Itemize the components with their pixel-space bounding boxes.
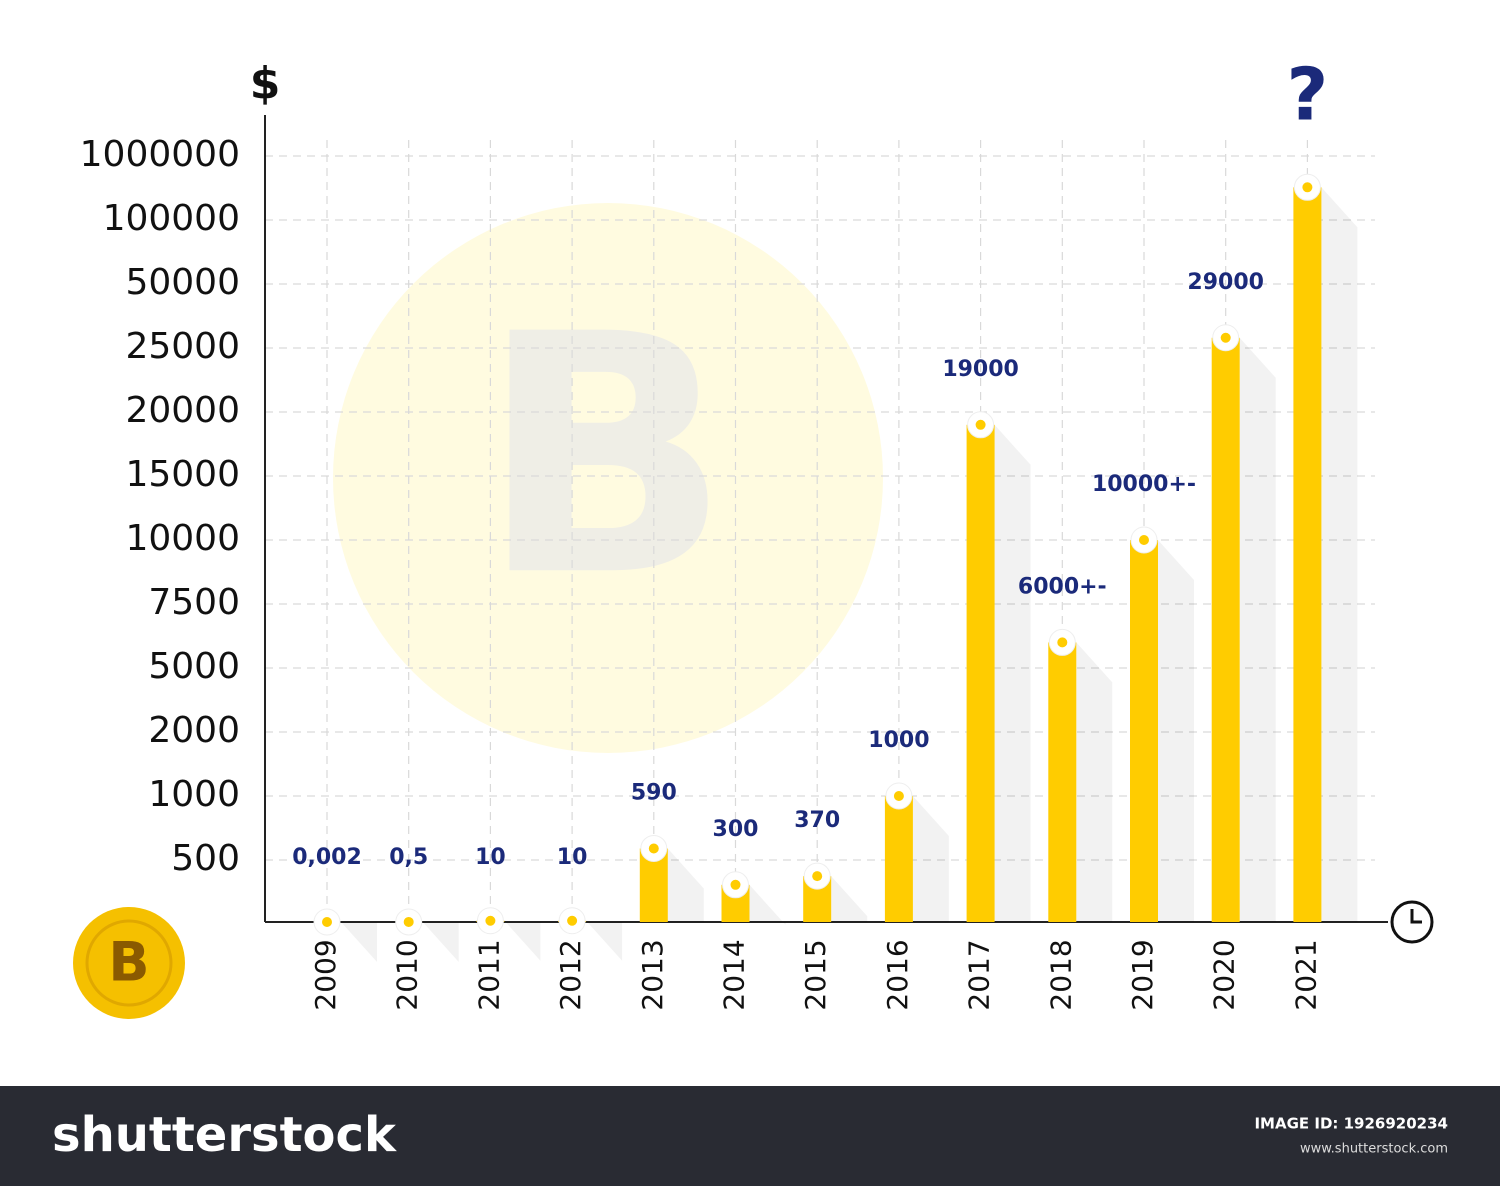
bar-dot-center <box>731 880 741 890</box>
bar-dot-center <box>649 843 659 853</box>
bar-shadow <box>423 922 459 962</box>
bar-dot-center <box>812 871 822 881</box>
x-tick-label: 2021 <box>1289 939 1322 1010</box>
bar-shadow <box>995 425 1031 922</box>
bar-dot-center <box>485 916 495 926</box>
y-tick-label: 500 <box>171 838 240 879</box>
x-tick-label: 2019 <box>1126 939 1159 1010</box>
clock-icon <box>1392 902 1432 942</box>
y-tick-label: 1000000 <box>80 134 240 175</box>
y-tick-label: 25000 <box>125 326 240 367</box>
value-label: 10 <box>475 845 506 870</box>
x-tick-label: 2011 <box>472 939 505 1010</box>
bar-shadow <box>913 796 949 922</box>
y-tick-label: 7500 <box>148 582 240 623</box>
y-tick-label: 1000 <box>148 774 240 815</box>
footer-brand: shutterstock <box>52 1107 397 1163</box>
value-label: 29000 <box>1187 270 1264 295</box>
x-tick-label: 2009 <box>309 939 342 1010</box>
bar-shadow <box>750 885 786 925</box>
value-label: 370 <box>794 808 840 833</box>
value-label: 6000+- <box>1018 574 1107 599</box>
value-label: 300 <box>713 817 759 842</box>
svg-text:B: B <box>108 931 149 994</box>
bar <box>1048 642 1076 922</box>
x-tick-label: 2012 <box>554 939 587 1010</box>
bar-dot-center <box>1139 535 1149 545</box>
y-tick-label: 20000 <box>125 390 240 431</box>
background-bitcoin-symbol: B <box>479 264 731 648</box>
bar-shadow <box>1240 338 1276 922</box>
y-tick-label: 2000 <box>148 710 240 751</box>
bar-dot-center <box>1302 182 1312 192</box>
footer-url: www.shutterstock.com <box>1300 1142 1448 1157</box>
value-label: 590 <box>631 780 677 805</box>
bar-dot-center <box>1057 637 1067 647</box>
y-tick-label: 50000 <box>125 262 240 303</box>
bitcoin-logo: B <box>73 907 185 1019</box>
x-tick-label: 2013 <box>636 939 669 1010</box>
value-label: ? <box>1287 53 1329 137</box>
value-label: 0,002 <box>292 845 362 870</box>
bar-shadow <box>1158 540 1194 922</box>
x-tick-label: 2020 <box>1208 939 1241 1010</box>
bar-dot-center <box>322 917 332 927</box>
footer-image-id: IMAGE ID: 1926920234 <box>1254 1115 1448 1133</box>
x-tick-label: 2018 <box>1044 939 1077 1010</box>
x-tick-label: 2017 <box>963 939 996 1010</box>
x-tick-label: 2016 <box>881 939 914 1010</box>
bar-dot-center <box>976 420 986 430</box>
bar-dot-center <box>894 791 904 801</box>
bar-dot-center <box>567 916 577 926</box>
bar <box>967 425 995 922</box>
y-tick-label: 10000 <box>125 518 240 559</box>
value-label: 1000 <box>868 728 929 753</box>
value-label: 0,5 <box>389 845 428 870</box>
x-tick-label: 2010 <box>391 939 424 1010</box>
bar-shadow <box>1076 642 1112 922</box>
bar-shadow <box>1321 187 1357 922</box>
value-label: 10 <box>557 845 588 870</box>
bar-shadow <box>831 876 867 922</box>
y-tick-label: 15000 <box>125 454 240 495</box>
bar-shadow <box>504 921 540 961</box>
y-axis-label: $ <box>250 58 281 109</box>
bar <box>1130 540 1158 922</box>
y-tick-label: 5000 <box>148 646 240 687</box>
bar-shadow <box>586 921 622 961</box>
value-label: 19000 <box>942 357 1019 382</box>
bar-shadow <box>341 922 377 962</box>
y-tick-label: 100000 <box>103 198 240 239</box>
x-tick-label: 2015 <box>799 939 832 1010</box>
bar-dot-center <box>1221 333 1231 343</box>
bar <box>885 796 913 922</box>
bar <box>1293 187 1321 922</box>
bar-dot-center <box>404 917 414 927</box>
x-tick-label: 2014 <box>718 939 751 1010</box>
bar <box>1212 338 1240 922</box>
value-label: 10000+- <box>1092 472 1196 497</box>
